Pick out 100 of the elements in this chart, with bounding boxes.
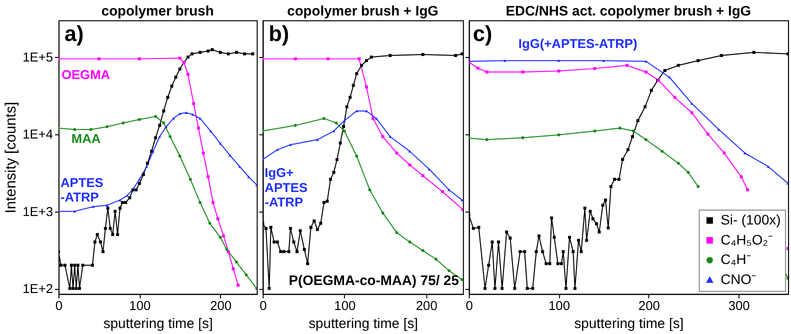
point <box>585 238 588 242</box>
point <box>225 248 228 251</box>
point <box>746 188 750 192</box>
point <box>740 175 743 178</box>
point <box>312 219 316 222</box>
annotation: OEGMA <box>61 66 110 82</box>
point <box>355 110 358 112</box>
x-tick-label: 0 <box>55 298 63 314</box>
point <box>686 170 690 174</box>
point <box>309 226 312 229</box>
point <box>243 52 246 56</box>
point <box>632 130 635 132</box>
point <box>537 234 540 238</box>
point <box>421 53 424 56</box>
x-tick-label: 300 <box>728 298 750 314</box>
point <box>118 198 122 202</box>
point <box>355 72 358 76</box>
point <box>154 114 158 118</box>
point <box>174 76 178 79</box>
point <box>421 174 424 178</box>
point <box>338 141 342 144</box>
point <box>523 250 526 254</box>
point <box>332 170 336 174</box>
point <box>690 111 694 114</box>
point <box>573 286 576 290</box>
point <box>544 262 548 266</box>
point <box>178 68 182 71</box>
point <box>568 236 572 239</box>
point <box>521 136 524 140</box>
point <box>618 126 622 130</box>
point <box>593 130 596 132</box>
point <box>355 154 358 158</box>
point <box>198 201 202 204</box>
point <box>206 175 210 178</box>
point <box>364 59 368 62</box>
point <box>276 240 279 244</box>
point <box>408 240 412 244</box>
point <box>696 59 700 62</box>
point <box>319 222 322 225</box>
point <box>743 152 746 154</box>
annotation: IgG+ APTES -ATRP <box>264 164 308 210</box>
point <box>74 286 78 290</box>
point <box>208 222 212 225</box>
point <box>342 119 346 122</box>
point <box>279 250 282 254</box>
point <box>485 138 488 142</box>
point <box>381 135 384 138</box>
point <box>228 154 232 157</box>
point <box>306 262 310 266</box>
point <box>329 178 332 181</box>
annotation: b) <box>268 21 290 46</box>
point <box>191 113 194 116</box>
annotation: P(OEGMA-co-MAA) 75/ 25 <box>288 272 460 288</box>
point <box>222 234 226 238</box>
point <box>184 111 188 114</box>
point <box>118 206 122 210</box>
point <box>138 118 141 122</box>
point <box>602 59 606 62</box>
point <box>166 96 170 99</box>
point <box>484 286 487 290</box>
point <box>138 182 141 185</box>
point <box>521 70 524 74</box>
point <box>186 56 190 59</box>
point <box>210 48 214 52</box>
x-tick-label: 100 <box>548 298 570 314</box>
point <box>97 57 100 60</box>
annotation: a) <box>64 21 84 46</box>
point <box>583 206 586 210</box>
chart-title: copolymer brush + IgG <box>287 2 438 18</box>
point <box>503 59 506 62</box>
point <box>434 258 438 261</box>
point <box>186 72 190 76</box>
point <box>104 226 107 230</box>
point <box>621 158 624 161</box>
point <box>294 124 297 127</box>
point <box>631 135 634 138</box>
point <box>644 70 648 74</box>
point <box>342 130 346 132</box>
point <box>168 135 172 138</box>
point <box>613 178 616 181</box>
point <box>490 240 494 244</box>
point <box>294 57 297 60</box>
point <box>572 250 575 254</box>
point <box>518 250 522 254</box>
point <box>513 286 516 290</box>
legend-label: CNO⁻ <box>720 270 756 287</box>
point <box>348 96 352 99</box>
point <box>626 148 630 152</box>
point <box>717 128 720 131</box>
point <box>352 84 355 87</box>
point <box>395 152 398 155</box>
point <box>178 154 182 158</box>
point <box>690 102 694 105</box>
point <box>116 233 120 236</box>
point <box>593 67 596 70</box>
point <box>326 57 330 60</box>
point <box>381 212 384 215</box>
point <box>560 262 563 266</box>
point <box>226 52 230 56</box>
point <box>198 50 202 54</box>
